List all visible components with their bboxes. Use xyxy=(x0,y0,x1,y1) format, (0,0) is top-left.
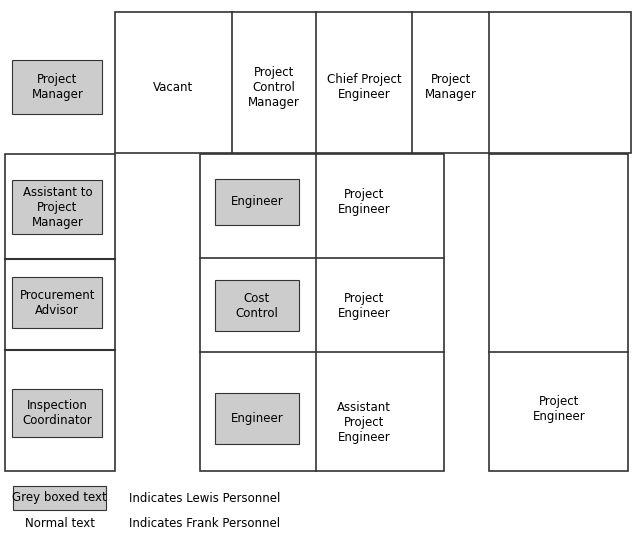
Text: Project
Engineer: Project Engineer xyxy=(337,292,390,320)
Bar xyxy=(215,179,299,225)
Bar xyxy=(215,280,299,331)
Text: Cost
Control: Cost Control xyxy=(236,292,278,320)
Text: Inspection
Coordinator: Inspection Coordinator xyxy=(23,399,92,427)
Text: Normal text: Normal text xyxy=(25,517,95,530)
Bar xyxy=(12,180,102,234)
Bar xyxy=(13,486,106,510)
Text: Vacant: Vacant xyxy=(153,81,193,94)
Bar xyxy=(115,12,631,153)
Text: Indicates Frank Personnel: Indicates Frank Personnel xyxy=(129,517,280,530)
Text: Chief Project
Engineer: Chief Project Engineer xyxy=(327,73,401,101)
Text: Assistant
Project
Engineer: Assistant Project Engineer xyxy=(337,401,391,444)
Text: Project
Engineer: Project Engineer xyxy=(337,188,390,216)
Text: Project
Manager: Project Manager xyxy=(425,73,477,101)
Text: Assistant to
Project
Manager: Assistant to Project Manager xyxy=(23,186,92,229)
Bar xyxy=(215,393,299,444)
Text: Procurement
Advisor: Procurement Advisor xyxy=(19,289,95,317)
Bar xyxy=(5,154,115,471)
Text: Indicates Lewis Personnel: Indicates Lewis Personnel xyxy=(129,492,280,505)
Bar xyxy=(12,277,102,328)
Text: Engineer: Engineer xyxy=(231,412,283,425)
Text: Project
Control
Manager: Project Control Manager xyxy=(248,66,299,109)
Bar xyxy=(12,60,102,114)
Bar xyxy=(12,389,102,437)
Bar xyxy=(200,154,444,471)
Bar xyxy=(489,154,628,471)
Text: Project
Manager: Project Manager xyxy=(32,73,83,101)
Text: Grey boxed text: Grey boxed text xyxy=(12,491,107,505)
Text: Engineer: Engineer xyxy=(231,195,283,208)
Text: Project
Engineer: Project Engineer xyxy=(533,395,585,423)
